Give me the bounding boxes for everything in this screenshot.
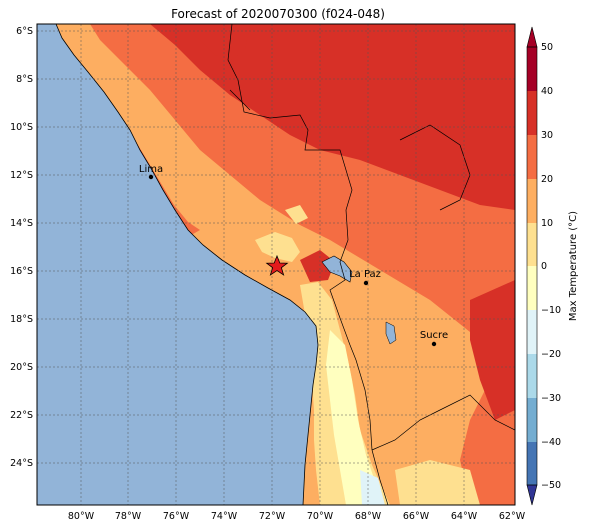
longitude-labels: 80°W 78°W 76°W 74°W 72°W 70°W 68°W 66°W … bbox=[68, 511, 526, 522]
svg-text:72°W: 72°W bbox=[259, 511, 286, 522]
colorbar: 50 40 30 20 10 0 −10 −20 −30 −40 −50 Max… bbox=[526, 26, 579, 506]
svg-text:8°S: 8°S bbox=[16, 74, 33, 85]
colorbar-segment bbox=[527, 91, 537, 135]
svg-text:62°W: 62°W bbox=[499, 511, 526, 522]
map-area: Lima La Paz Sucre bbox=[37, 24, 515, 505]
map-frame bbox=[36, 23, 516, 506]
country-borders bbox=[227, 24, 515, 505]
city-label: La Paz bbox=[349, 269, 381, 280]
svg-text:−20: −20 bbox=[541, 349, 561, 360]
svg-text:10: 10 bbox=[541, 218, 553, 229]
colorbar-extend-bottom bbox=[526, 484, 538, 506]
svg-text:64°W: 64°W bbox=[451, 511, 478, 522]
svg-text:0: 0 bbox=[541, 261, 547, 272]
svg-text:50: 50 bbox=[541, 42, 553, 53]
svg-text:14°S: 14°S bbox=[10, 218, 33, 229]
city-sucre: Sucre bbox=[420, 330, 448, 347]
location-star-icon bbox=[265, 254, 289, 276]
colorbar-segments bbox=[527, 47, 537, 485]
lake-titicaca bbox=[321, 255, 353, 283]
city-label: Sucre bbox=[420, 330, 448, 341]
svg-text:30: 30 bbox=[541, 130, 553, 141]
city-lima: Lima bbox=[139, 164, 163, 180]
latitude-labels: 6°S 8°S 10°S 12°S 14°S 16°S 18°S 20°S 22… bbox=[10, 26, 33, 469]
svg-text:−50: −50 bbox=[541, 480, 561, 491]
colorbar-segment bbox=[527, 266, 537, 310]
city-la-paz: La Paz bbox=[349, 269, 381, 286]
svg-text:12°S: 12°S bbox=[10, 170, 33, 181]
svg-text:−40: −40 bbox=[541, 437, 561, 448]
svg-text:66°W: 66°W bbox=[403, 511, 430, 522]
colorbar-segment bbox=[527, 442, 537, 485]
svg-text:78°W: 78°W bbox=[115, 511, 142, 522]
svg-text:20: 20 bbox=[541, 174, 553, 185]
colorbar-segment bbox=[527, 47, 537, 91]
colorbar-ticks: 50 40 30 20 10 0 −10 −20 −30 −40 −50 bbox=[541, 42, 561, 491]
svg-text:6°S: 6°S bbox=[16, 26, 33, 37]
svg-text:76°W: 76°W bbox=[163, 511, 190, 522]
colorbar-segment bbox=[527, 310, 537, 354]
svg-text:68°W: 68°W bbox=[355, 511, 382, 522]
colorbar-segment bbox=[527, 354, 537, 398]
colorbar-segment bbox=[527, 135, 537, 179]
svg-text:18°S: 18°S bbox=[10, 314, 33, 325]
colorbar-extend-top bbox=[526, 26, 538, 48]
svg-text:10°S: 10°S bbox=[10, 122, 33, 133]
svg-text:22°S: 22°S bbox=[10, 410, 33, 421]
svg-text:80°W: 80°W bbox=[68, 511, 95, 522]
map-title: Forecast of 2020070300 (f024-048) bbox=[171, 7, 385, 21]
colorbar-segment bbox=[527, 223, 537, 266]
svg-text:20°S: 20°S bbox=[10, 362, 33, 373]
svg-text:24°S: 24°S bbox=[10, 458, 33, 469]
graticule bbox=[37, 24, 515, 505]
svg-text:74°W: 74°W bbox=[211, 511, 238, 522]
colorbar-segment bbox=[527, 398, 537, 442]
svg-text:−30: −30 bbox=[541, 393, 561, 404]
svg-text:−10: −10 bbox=[541, 305, 561, 316]
colorbar-segment bbox=[527, 179, 537, 223]
svg-text:70°W: 70°W bbox=[307, 511, 334, 522]
svg-text:16°S: 16°S bbox=[10, 266, 33, 277]
colorbar-label: Max Temperature (°C) bbox=[568, 211, 579, 321]
city-label: Lima bbox=[139, 164, 163, 175]
svg-text:40: 40 bbox=[541, 86, 553, 97]
lake-poopo bbox=[385, 321, 397, 345]
